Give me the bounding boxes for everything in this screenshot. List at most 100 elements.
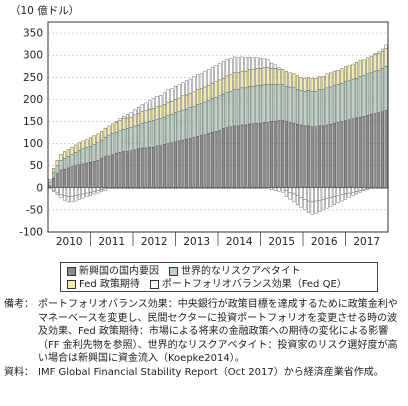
bar-fed-expectation [380,51,384,69]
bar-domestic [122,151,126,188]
bar-domestic [258,123,263,188]
bar-risk-appetite [192,106,196,138]
bar-domestic [151,146,155,188]
bar-portfolio-balance-neg [85,192,89,197]
bar-portfolio-balance-neg [347,192,351,198]
legend-row-1: 新興国の国内要因 世界的なリスクアペタイト [67,265,371,278]
bar-portfolio-balance [114,121,118,123]
bar-portfolio-balance [321,187,325,200]
bar-portfolio-balance [203,70,207,88]
bar-portfolio-balance-neg [303,199,307,211]
legend-item-risk-appetite: 世界的なリスクアペタイト [169,265,301,278]
bar-risk-appetite [340,83,344,122]
bar-fed-expectation [332,70,336,86]
bar-domestic [192,137,196,188]
bar-risk-appetite [63,157,67,170]
bar-fed-expectation [318,76,322,90]
bar-portfolio-balance-neg [52,189,56,192]
bar-domestic [48,185,52,188]
bar-risk-appetite [74,152,78,166]
bar-portfolio-balance [151,98,155,109]
bar-fed-expectation [362,59,366,76]
y-tick-label: -50 [26,204,43,216]
bar-fed-expectation [70,146,74,155]
bar-portfolio-balance [255,57,259,69]
bar-risk-appetite [288,86,292,123]
bar-portfolio-balance [377,51,381,54]
bar-fed-expectation [207,85,211,101]
bar-risk-appetite [277,84,281,121]
bar-fed-expectation [351,63,355,80]
bar-risk-appetite [59,160,63,171]
bar-portfolio-balance-neg [343,193,348,200]
bar-portfolio-balance [118,118,122,121]
bar-fed-expectation [233,72,237,90]
bar-fed-expectation [329,72,333,88]
bar-fed-expectation [203,86,207,103]
bar-portfolio-balance [258,58,263,69]
bar-risk-appetite [148,121,152,148]
bar-risk-appetite [70,154,74,167]
bar-fed-expectation [273,68,277,85]
y-tick-label: 350 [23,28,43,40]
x-tick-label: 2010 [56,236,83,248]
bar-fed-expectation [52,168,56,173]
bar-fed-expectation [196,89,200,105]
bar-fed-expectation [214,81,218,98]
bar-risk-appetite [114,131,118,154]
bar-portfolio-balance-neg [336,195,340,203]
bar-portfolio-balance-neg [140,187,144,189]
bar-risk-appetite [329,86,333,125]
bar-domestic [207,133,211,188]
bar-risk-appetite [255,85,259,124]
bar-fed-expectation [258,68,263,86]
y-tick-label: 100 [23,138,43,150]
bar-portfolio-balance-neg [210,187,214,189]
y-tick-label: 200 [23,94,43,106]
bar-domestic [103,156,107,188]
bar-portfolio-balance-neg [148,187,152,189]
bar-risk-appetite [207,100,211,134]
bar-risk-appetite [137,124,141,150]
bar-portfolio-balance-neg [59,194,63,199]
bar-domestic [173,141,178,188]
bar-domestic [55,173,59,188]
bar-domestic [63,169,67,188]
bar-fed-expectation [218,79,222,97]
bar-domestic [340,121,344,188]
bar-portfolio-balance [310,187,314,203]
bar-portfolio-balance-neg [255,187,259,189]
bar-portfolio-balance-neg [247,187,251,189]
bar-portfolio-balance [373,53,377,55]
bar-domestic [347,119,351,188]
bar-risk-appetite [118,130,122,153]
bar-risk-appetite [96,142,100,161]
bar-portfolio-balance-neg [66,196,70,203]
bar-fed-expectation [103,127,107,138]
bar-domestic [325,124,329,188]
bar-fed-expectation [81,140,85,150]
bar-domestic [125,151,129,188]
bar-fed-expectation [373,54,377,72]
bar-risk-appetite [162,116,166,145]
bar-risk-appetite [258,85,263,124]
bar-portfolio-balance [155,96,159,108]
bar-portfolio-balance-neg [358,190,362,193]
bar-domestic [299,124,303,188]
bar-portfolio-balance-neg [384,187,388,189]
bar-fed-expectation [181,95,185,111]
y-tick-label: 0 [36,182,43,194]
bar-domestic [284,121,288,188]
bar-portfolio-balance [77,187,81,196]
bar-portfolio-balance [181,82,185,97]
bar-portfolio-balance-neg [262,187,266,189]
bar-domestic [111,154,115,188]
bar-portfolio-balance [292,187,296,195]
bar-portfolio-balance [55,187,59,193]
bar-portfolio-balance [159,95,163,107]
bar-domestic [373,113,377,188]
bar-portfolio-balance [318,187,322,201]
bar-fed-expectation [340,68,344,84]
bar-portfolio-balance-neg [340,194,344,202]
x-tick-label: 2016 [311,236,338,248]
